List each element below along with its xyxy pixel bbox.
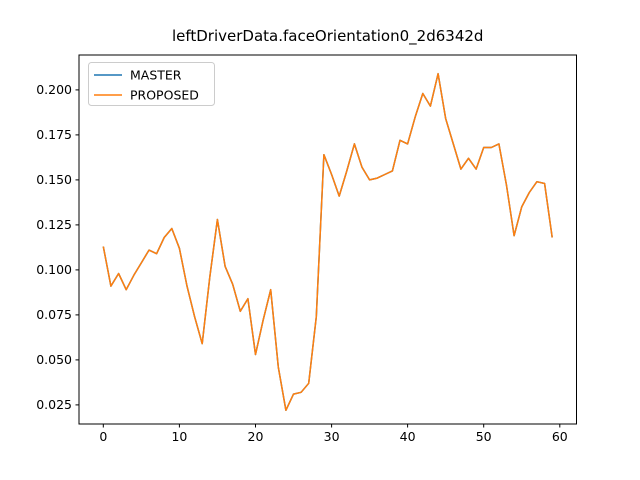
y-tick-label: 0.125: [36, 217, 72, 232]
x-tick-label: 30: [324, 429, 340, 444]
y-tick-label: 0.200: [36, 82, 72, 97]
y-tick-label: 0.075: [36, 307, 72, 322]
x-tick-label: 10: [171, 429, 187, 444]
plot-area: 0 10 20 30 40 50 60 0.025 0.050 0.075 0.100 0.125 0.…: [36, 54, 577, 444]
axes-spines: [78, 54, 577, 425]
x-tick-label: 20: [248, 429, 264, 444]
legend: MASTER PROPOSED: [88, 62, 215, 106]
x-tick-label: 50: [476, 429, 492, 444]
x-tick-label: 40: [400, 429, 416, 444]
legend-label-proposed: PROPOSED: [130, 88, 199, 103]
y-tick-label: 0.050: [36, 352, 72, 367]
y-tick-label: 0.025: [36, 397, 72, 412]
series-line-master: [102, 72, 553, 412]
y-tick-label: 0.175: [36, 127, 72, 142]
y-tick-label: 0.100: [36, 262, 72, 277]
y-tick-label: 0.150: [36, 172, 72, 187]
series-line-proposed: [102, 72, 553, 412]
x-tick-label: 60: [552, 429, 568, 444]
x-tick-label: 0: [99, 429, 107, 444]
chart-title: leftDriverData.faceOrientation0_2d6342d: [172, 27, 483, 46]
legend-label-master: MASTER: [130, 68, 182, 83]
